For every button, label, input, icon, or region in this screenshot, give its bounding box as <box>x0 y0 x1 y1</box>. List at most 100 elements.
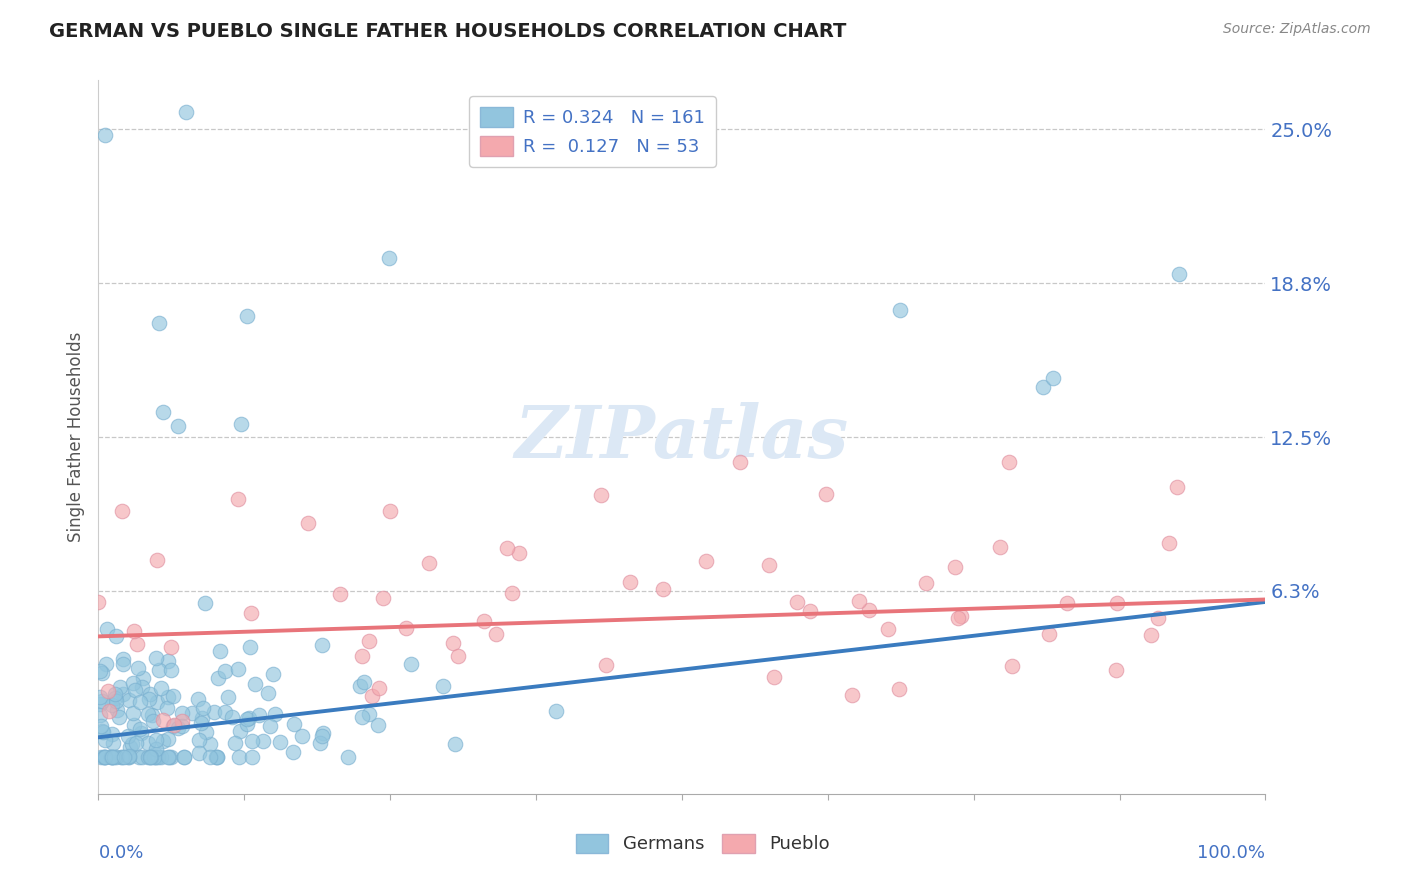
Point <box>108 710 131 724</box>
Point <box>418 556 440 570</box>
Point <box>127 637 149 651</box>
Point <box>100 727 122 741</box>
Point <box>329 587 352 601</box>
Point <box>349 679 371 693</box>
Point <box>221 710 243 724</box>
Point <box>401 657 423 671</box>
Point <box>162 719 184 733</box>
Point <box>394 621 416 635</box>
Point <box>877 622 900 636</box>
Point <box>281 745 304 759</box>
Point <box>193 596 215 610</box>
Point <box>141 707 163 722</box>
Point <box>91 725 114 739</box>
Point <box>432 679 454 693</box>
Point <box>143 747 166 761</box>
Point <box>159 640 181 654</box>
Point <box>121 737 143 751</box>
Point <box>228 491 250 506</box>
Point <box>93 750 115 764</box>
Point <box>311 638 333 652</box>
Point <box>104 750 127 764</box>
Point <box>758 558 780 572</box>
Point <box>97 705 120 719</box>
Point <box>122 676 145 690</box>
Point <box>89 697 111 711</box>
Point <box>229 723 252 738</box>
Point <box>90 719 112 733</box>
Point <box>104 691 127 706</box>
Point <box>111 687 134 701</box>
Point <box>190 716 212 731</box>
Point <box>208 643 231 657</box>
Point <box>146 553 169 567</box>
Point <box>131 680 153 694</box>
Text: 0.0%: 0.0% <box>98 844 143 862</box>
Point <box>117 729 139 743</box>
Point <box>311 729 333 743</box>
Point <box>125 736 148 750</box>
Point <box>152 404 174 418</box>
Point <box>148 317 170 331</box>
Legend: R = 0.324   N = 161, R =  0.127   N = 53: R = 0.324 N = 161, R = 0.127 N = 53 <box>470 96 716 167</box>
Point <box>257 686 280 700</box>
Point <box>997 455 1019 469</box>
Point <box>848 594 870 608</box>
Point <box>443 737 465 751</box>
Point <box>187 732 209 747</box>
Point <box>139 750 162 764</box>
Point <box>1038 627 1060 641</box>
Point <box>269 735 291 749</box>
Point <box>149 681 172 695</box>
Point <box>159 750 181 764</box>
Point <box>226 662 249 676</box>
Point <box>120 740 142 755</box>
Point <box>181 706 204 720</box>
Point <box>93 750 115 764</box>
Point <box>371 591 394 605</box>
Point <box>352 710 374 724</box>
Point <box>948 611 970 625</box>
Point <box>988 540 1011 554</box>
Point <box>101 750 124 764</box>
Point <box>1105 596 1128 610</box>
Point <box>242 733 264 747</box>
Point <box>103 750 125 764</box>
Point <box>156 690 179 704</box>
Point <box>150 750 173 764</box>
Point <box>129 726 152 740</box>
Point <box>262 667 284 681</box>
Point <box>242 750 264 764</box>
Point <box>240 606 263 620</box>
Point <box>138 691 160 706</box>
Point <box>117 693 139 707</box>
Point <box>247 707 270 722</box>
Point <box>238 711 260 725</box>
Point <box>236 309 259 323</box>
Point <box>283 717 305 731</box>
Point <box>111 657 134 672</box>
Point <box>236 716 259 731</box>
Point <box>100 750 122 764</box>
Point <box>841 688 863 702</box>
Point <box>173 750 195 764</box>
Point <box>87 595 110 609</box>
Point <box>145 733 167 747</box>
Point <box>591 488 613 502</box>
Point <box>93 750 115 764</box>
Text: Source: ZipAtlas.com: Source: ZipAtlas.com <box>1223 22 1371 37</box>
Point <box>138 750 160 764</box>
Point <box>1032 379 1054 393</box>
Text: GERMAN VS PUEBLO SINGLE FATHER HOUSEHOLDS CORRELATION CHART: GERMAN VS PUEBLO SINGLE FATHER HOUSEHOLD… <box>49 22 846 41</box>
Point <box>127 660 149 674</box>
Point <box>117 750 139 764</box>
Point <box>214 705 236 719</box>
Point <box>90 750 112 764</box>
Point <box>110 750 132 764</box>
Point <box>308 736 330 750</box>
Point <box>472 614 495 628</box>
Point <box>108 680 131 694</box>
Point <box>166 419 188 434</box>
Point <box>337 750 360 764</box>
Point <box>152 714 174 728</box>
